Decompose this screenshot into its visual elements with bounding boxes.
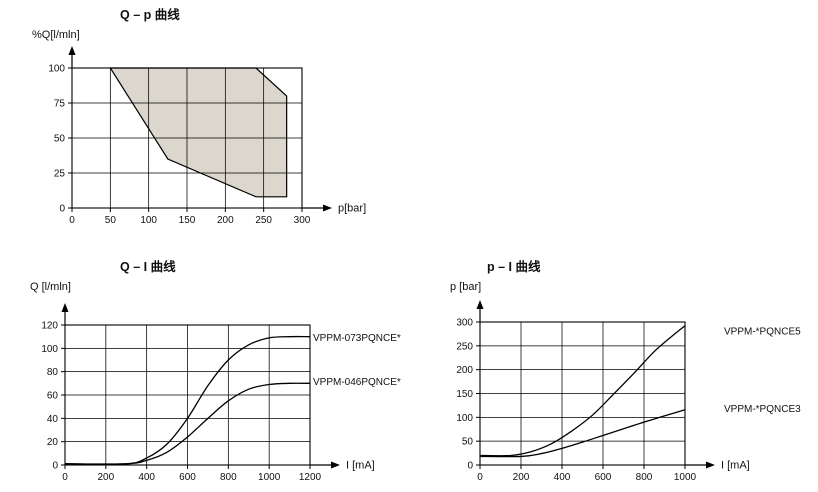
qp-curve-chart: Q – p 曲线 0 50 100 150 200 250 300 0 25 50 75 100 p[b… — [28, 2, 418, 246]
y-axis-unit-label: Q [l/mln] — [30, 281, 71, 293]
x-tick-label: 400 — [138, 472, 155, 483]
y-axis-arrow-icon — [68, 46, 76, 55]
y-tick-label: 100 — [456, 413, 473, 424]
y-tick-label: 0 — [52, 461, 58, 472]
pi-curve-chart: p – I 曲线 0 200 400 600 800 1000 0 50 100 150 200 25… — [445, 252, 818, 492]
qi-chart-canvas: 0 200 400 600 800 1000 1200 0 20 40 60 80 100 120 I [m… — [30, 281, 401, 483]
x-tick-label: 200 — [97, 472, 114, 483]
grid-lines — [65, 325, 310, 465]
pi-chart-title: p – I 曲线 — [487, 260, 541, 274]
x-tick-label: 1000 — [258, 472, 281, 483]
x-tick-label: 400 — [554, 472, 571, 483]
x-axis-unit-label: I [mA] — [721, 460, 750, 472]
x-axis-arrow-icon — [323, 204, 332, 212]
y-tick-label: 60 — [47, 391, 59, 402]
y-axis-unit-label: p [bar] — [450, 281, 481, 293]
operating-envelope-outline — [109, 67, 288, 198]
y-tick-label: 120 — [41, 321, 58, 332]
y-tick-label: 25 — [54, 169, 66, 180]
y-tick-label: 0 — [467, 461, 473, 472]
x-tick-label: 200 — [513, 472, 530, 483]
series-curve-vppm-pqnce3 — [479, 409, 686, 458]
x-tick-label: 1200 — [299, 472, 322, 483]
qp-chart-title: Q – p 曲线 — [120, 8, 180, 22]
series-label: VPPM-*PQNCE5 — [724, 327, 801, 338]
x-tick-label: 50 — [105, 215, 117, 226]
y-axis-arrow-icon — [61, 303, 69, 312]
y-tick-label: 200 — [456, 365, 473, 376]
x-tick-label: 150 — [179, 215, 196, 226]
y-tick-label: 50 — [462, 437, 474, 448]
y-tick-label: 150 — [456, 389, 473, 400]
x-tick-label: 0 — [62, 472, 68, 483]
x-tick-label: 800 — [636, 472, 653, 483]
x-tick-label: 300 — [294, 215, 311, 226]
grid-lines — [480, 322, 685, 465]
x-tick-label: 100 — [140, 215, 157, 226]
series-label: VPPM-*PQNCE3 — [724, 404, 801, 415]
series-curve-vppm-046pqnce- — [64, 382, 311, 465]
qp-chart-canvas: 0 50 100 150 200 250 300 0 25 50 75 100 p[bar] %Q[l/m… — [32, 29, 366, 226]
x-tick-label: 0 — [477, 472, 483, 483]
y-tick-label: 75 — [54, 99, 66, 110]
y-tick-label: 300 — [456, 318, 473, 329]
y-tick-label: 20 — [47, 437, 59, 448]
series-label: VPPM-046PQNCE* — [313, 377, 401, 388]
y-tick-label: 80 — [47, 367, 59, 378]
x-axis-arrow-icon — [331, 461, 340, 469]
y-tick-label: 40 — [47, 414, 59, 425]
x-tick-label: 0 — [69, 215, 75, 226]
y-tick-label: 250 — [456, 341, 473, 352]
x-tick-label: 200 — [217, 215, 234, 226]
y-tick-label: 0 — [59, 204, 65, 215]
x-tick-label: 600 — [595, 472, 612, 483]
x-tick-label: 600 — [179, 472, 196, 483]
x-axis-unit-label: I [mA] — [346, 460, 375, 472]
y-tick-label: 100 — [48, 64, 65, 75]
x-axis-unit-label: p[bar] — [338, 203, 366, 215]
pi-chart-canvas: 0 200 400 600 800 1000 0 50 100 150 200 250 300 I [mA… — [450, 281, 801, 483]
grid-lines — [72, 68, 302, 208]
x-tick-label: 800 — [220, 472, 237, 483]
series-curve-vppm-073pqnce- — [64, 335, 311, 465]
x-axis-arrow-icon — [706, 461, 715, 469]
x-tick-label: 1000 — [674, 472, 697, 483]
x-tick-label: 250 — [255, 215, 272, 226]
series-curve-vppm-pqnce5 — [479, 325, 686, 457]
operating-envelope-fill — [110, 68, 287, 197]
y-axis-arrow-icon — [476, 300, 484, 309]
qi-chart-title: Q – I 曲线 — [120, 260, 176, 274]
y-tick-label: 100 — [41, 344, 58, 355]
qi-curve-chart: Q – I 曲线 0 200 400 600 800 1000 1200 0 20 40 60 80 1… — [18, 252, 438, 492]
y-tick-label: 50 — [54, 134, 66, 145]
y-axis-unit-label: %Q[l/mln] — [32, 29, 80, 41]
series-label: VPPM-073PQNCE* — [313, 333, 401, 344]
